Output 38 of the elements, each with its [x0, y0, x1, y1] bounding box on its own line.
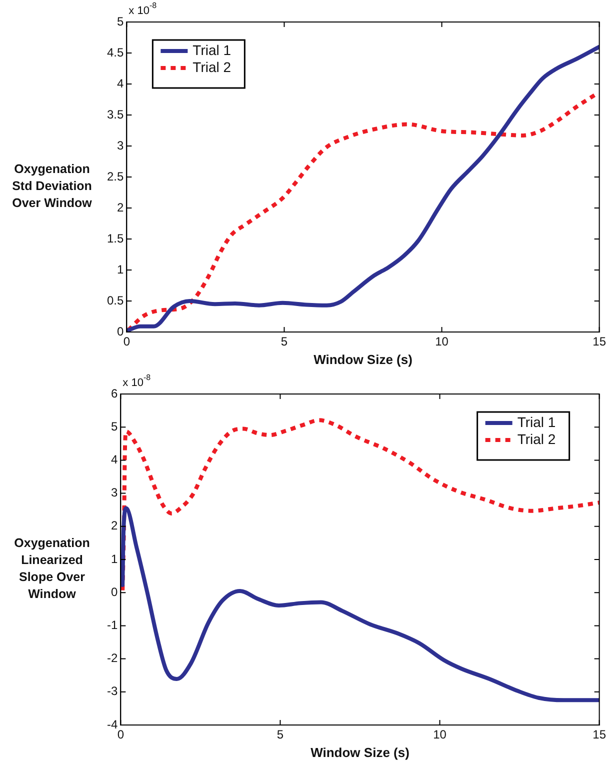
y-tick-label: 0: [110, 584, 118, 599]
y-axis-title: Oxygenation Std Deviation Over Window: [11, 160, 93, 212]
y-tick-label: 3: [116, 138, 124, 152]
x-axis-title: Window Size (s): [310, 744, 410, 760]
x-tick-label: 15: [592, 728, 606, 742]
y-tick-label: 1.5: [106, 231, 124, 246]
y-axis-title: Oxygenation Linearized Slope Over Window: [13, 534, 91, 602]
y-tick-label: -2: [107, 651, 118, 666]
legend-label: Trial 2: [517, 431, 556, 447]
x-tick-label: 15: [592, 334, 606, 349]
line-series: [120, 418, 600, 592]
y-tick-label: 4: [110, 452, 118, 467]
y-tick-label: 3: [110, 486, 118, 500]
y-tick-label: 6: [110, 386, 118, 400]
y-tick-label: 0: [116, 324, 124, 338]
legend-label: Trial 2: [192, 59, 232, 75]
y-tick-label: 2: [110, 518, 118, 533]
y-tick-label: 3.5: [106, 107, 124, 122]
y-tick-label: 5: [110, 419, 118, 434]
x-tick-label: 5: [276, 728, 284, 742]
y-tick-label: 1: [110, 552, 118, 566]
y-tick-label: 1: [116, 262, 124, 276]
x-tick-label: 10: [435, 334, 449, 349]
y-tick-label: 2: [116, 200, 124, 214]
y-tick-label: -3: [107, 684, 118, 698]
x-tick-label: 10: [433, 728, 447, 742]
x-tick-label: 5: [280, 334, 288, 349]
y-tick-label: -1: [107, 618, 118, 632]
legend-label: Trial 1: [517, 414, 556, 430]
y-tick-label: -4: [107, 717, 118, 732]
y-tick-label: 2.5: [106, 169, 124, 184]
y-tick-label: 4.5: [106, 45, 124, 60]
x-axis-title: Window Size (s): [314, 352, 412, 367]
y-tick-label: 4: [116, 76, 124, 90]
legend-label: Trial 1: [192, 42, 232, 58]
line-series: [120, 506, 600, 702]
y-tick-label: 0.5: [106, 293, 124, 308]
y-tick-label: 5: [116, 14, 124, 28]
